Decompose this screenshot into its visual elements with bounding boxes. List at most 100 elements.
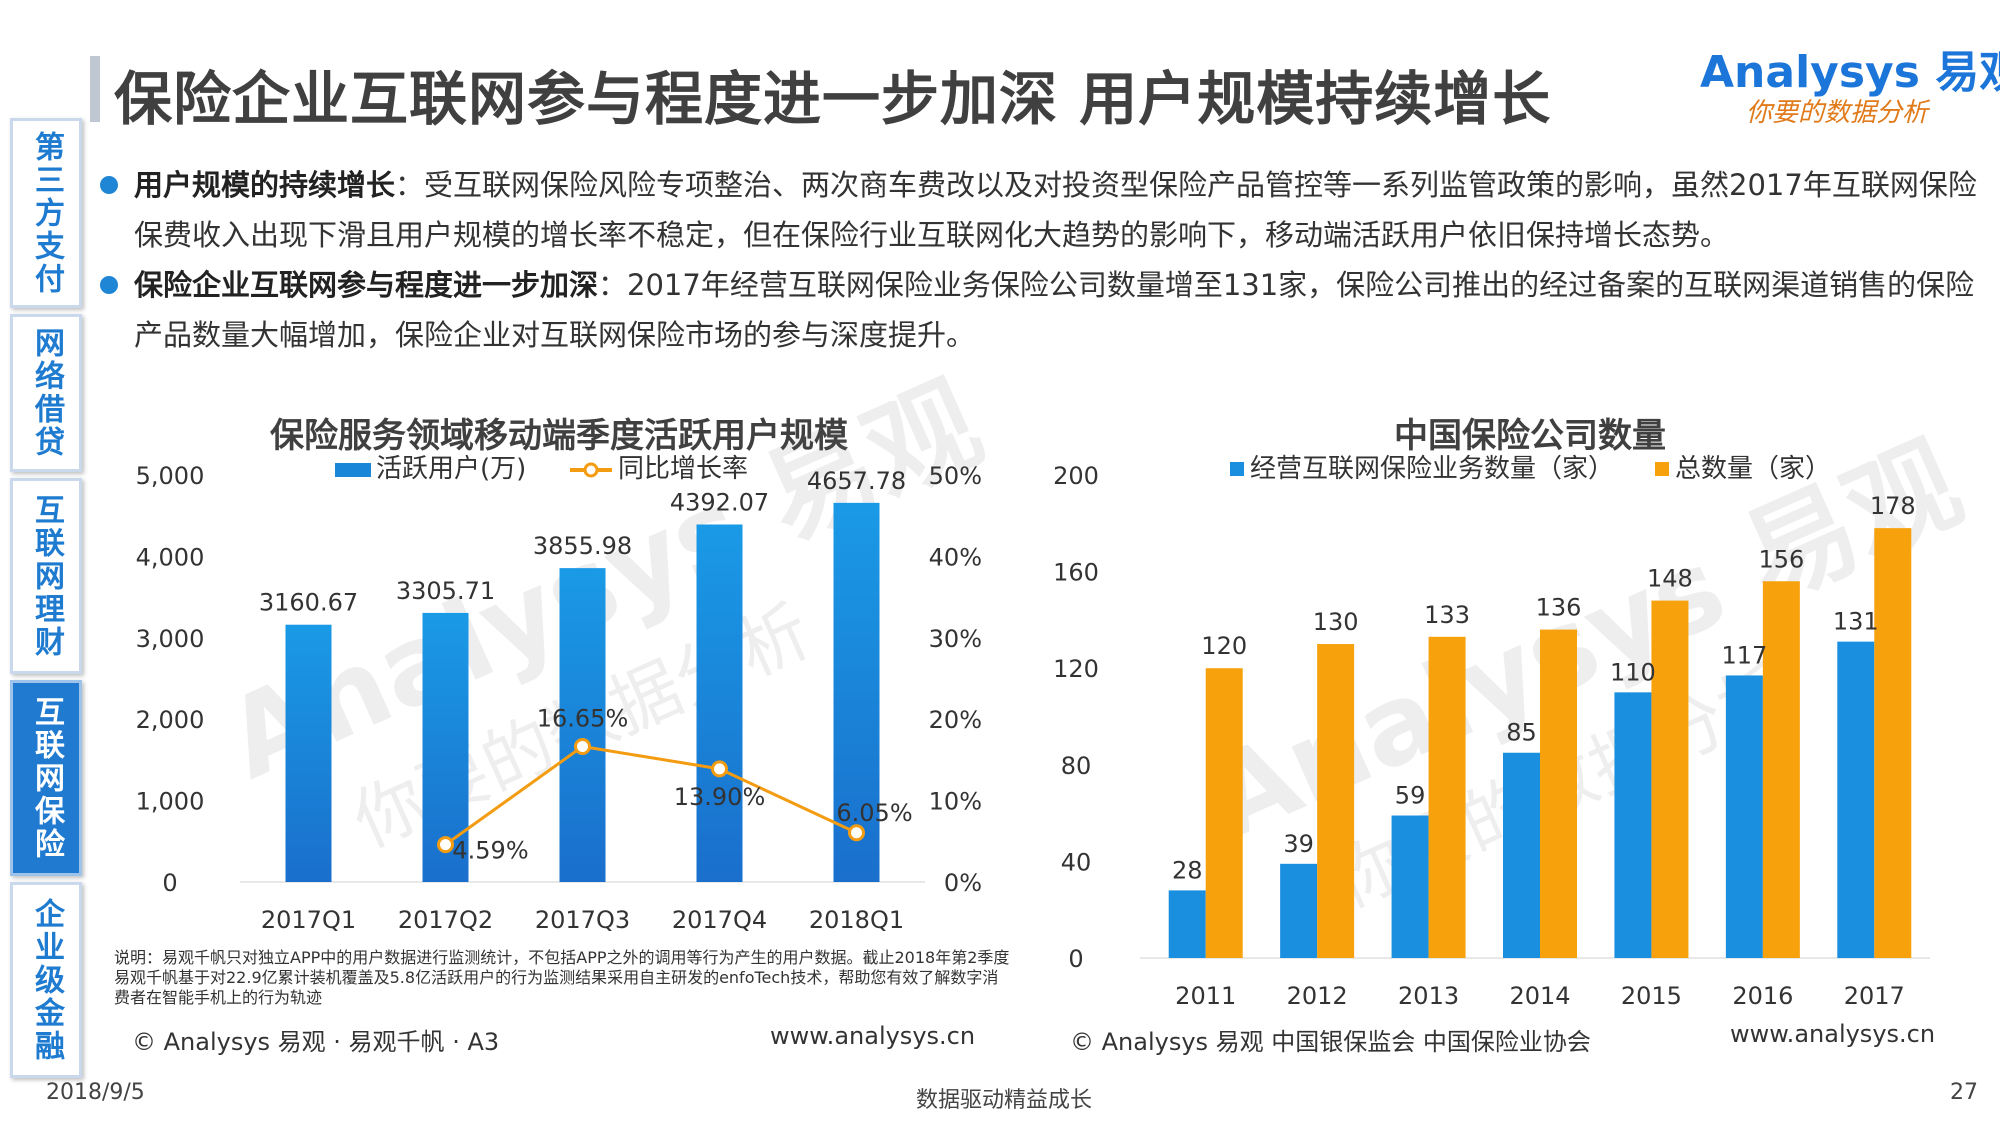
bullet-heading: 保险企业互联网参与程度进一步加深 xyxy=(134,268,599,302)
sidebar-item-third-party-payment[interactable]: 第三方支付 xyxy=(10,118,82,308)
bar-value-label: 130 xyxy=(1313,608,1359,636)
x-tick-label: 2016 xyxy=(1732,982,1793,1010)
left-chart-title: 保险服务领域移动端季度活跃用户规模 xyxy=(270,416,848,456)
analysys-logo: Analysys 易观 你要的数据分析 xyxy=(1700,36,2000,128)
bullet-text: ：2017年经营互联网保险业务保险公司数量增至131家，保险公司推出的经过备案的… xyxy=(134,268,1975,352)
bar-value-label: 59 xyxy=(1395,782,1426,810)
sidebar-item-label: 网络借贷 xyxy=(29,327,64,459)
bar-internet xyxy=(1503,752,1540,958)
legend-swatch-bars xyxy=(335,463,371,477)
x-tick-label: 2017Q3 xyxy=(535,906,630,934)
sidebar-item-label: 第三方支付 xyxy=(29,130,64,296)
bar-value-label: 178 xyxy=(1870,492,1916,520)
bar xyxy=(559,568,606,882)
y-tick-label: 40 xyxy=(1061,848,1092,876)
bar xyxy=(833,502,880,882)
x-tick-label: 2017Q2 xyxy=(398,906,493,934)
bullet-item: 用户规模的持续增长：受互联网保险风险专项整治、两次商车费改以及对投资型保险产品管… xyxy=(98,160,1978,260)
bar-total xyxy=(1540,629,1577,958)
bullet-dot-icon xyxy=(100,176,118,194)
growth-point xyxy=(711,760,728,778)
y2-tick-label: 50% xyxy=(929,462,982,490)
logo-tagline: 你要的数据分析 xyxy=(1746,98,1929,128)
footer-page-number: 27 xyxy=(1950,1080,1978,1105)
bar-total xyxy=(1874,528,1912,958)
right-chart-url[interactable]: www.analysys.cn xyxy=(1730,1020,1936,1048)
bar-value-label: 133 xyxy=(1424,601,1470,629)
x-tick-label: 2015 xyxy=(1621,982,1682,1010)
bar-total xyxy=(1651,600,1689,958)
bar-value-label: 3305.71 xyxy=(396,577,495,605)
legend-label-bars: 活跃用户(万) xyxy=(376,454,526,484)
growth-value-label: 6.05% xyxy=(836,799,912,827)
left-chart-source: © Analysys 易观 · 易观千帆 · A3 xyxy=(132,1028,500,1056)
y2-tick-label: 10% xyxy=(929,788,982,816)
bar-total xyxy=(1428,636,1466,958)
x-tick-label: 2013 xyxy=(1398,982,1459,1010)
right-chart-title: 中国保险公司数量 xyxy=(1394,416,1666,456)
bar-internet xyxy=(1837,641,1875,958)
y-tick-label: 160 xyxy=(1053,559,1099,587)
sidebar-item-label: 互联网理财 xyxy=(29,493,64,659)
bar-value-label: 28 xyxy=(1172,856,1203,884)
title-accent-bar xyxy=(90,56,100,122)
x-tick-label: 2014 xyxy=(1509,982,1570,1010)
bullet-dot-icon xyxy=(100,276,118,294)
bar xyxy=(696,524,743,882)
right-chart-source: © Analysys 易观 中国银保监会 中国保险业协会 xyxy=(1070,1028,1591,1056)
y-tick-label: 200 xyxy=(1053,462,1099,490)
left-chart-note: 说明：易观千帆只对独立APP中的用户数据进行监测统计，不包括APP之外的调用等行… xyxy=(114,948,1010,1007)
x-tick-label: 2017 xyxy=(1844,982,1905,1010)
bar-total xyxy=(1762,581,1800,958)
y-tick-label: 5,000 xyxy=(136,462,205,490)
bar-value-label: 117 xyxy=(1721,641,1767,669)
sidebar-item-label: 企业级金融 xyxy=(29,897,64,1063)
bar-value-label: 120 xyxy=(1201,632,1247,660)
x-tick-label: 2017Q1 xyxy=(261,906,356,934)
bar-value-label: 136 xyxy=(1536,594,1582,622)
sidebar-item-p2p-lending[interactable]: 网络借贷 xyxy=(10,314,82,472)
legend-label-total: 总数量（家） xyxy=(1675,454,1831,484)
bar-internet xyxy=(1280,863,1318,958)
bar xyxy=(285,624,332,882)
growth-value-label: 13.90% xyxy=(674,783,766,811)
y-tick-label: 120 xyxy=(1053,655,1099,683)
y2-tick-label: 40% xyxy=(929,543,982,571)
growth-point xyxy=(848,824,865,842)
x-tick-label: 2012 xyxy=(1287,982,1348,1010)
footer-date: 2018/9/5 xyxy=(46,1080,145,1105)
bullet-text: ：受互联网保险风险专项整治、两次商车费改以及对投资型保险产品管控等一系列监管政策… xyxy=(134,168,1977,252)
left-chart: 活跃用户(万) 同比增长率 0 1,000 2,000 3,000 4,000 5,000 0%… xyxy=(136,454,982,934)
legend-swatch-marker xyxy=(583,462,599,478)
page-title: 保险企业互联网参与程度进一步加深 用户规模持续增长 xyxy=(114,65,1552,133)
bar-internet xyxy=(1614,692,1652,958)
x-tick-label: 2017Q4 xyxy=(672,906,767,934)
y-tick-label: 3,000 xyxy=(136,625,205,653)
sidebar-item-internet-insurance[interactable]: 互联网保险 xyxy=(10,680,82,876)
y-tick-label: 0 xyxy=(1068,945,1083,973)
sidebar-item-internet-wealth[interactable]: 互联网理财 xyxy=(10,478,82,674)
x-tick-label: 2011 xyxy=(1175,982,1236,1010)
bar-value-label: 156 xyxy=(1758,545,1804,573)
growth-point xyxy=(574,737,591,755)
bar-total xyxy=(1317,644,1355,958)
bar-value-label: 131 xyxy=(1833,608,1879,636)
y2-tick-label: 0% xyxy=(944,869,982,897)
sidebar-item-enterprise-finance[interactable]: 企业级金融 xyxy=(10,882,82,1078)
growth-value-label: 4.59% xyxy=(452,837,528,865)
right-chart: 经营互联网保险业务数量（家） 总数量（家） 0 40 80 120 160 200 28 120 2… xyxy=(1053,454,1930,1010)
y-tick-label: 0 xyxy=(162,869,177,897)
bar-internet xyxy=(1725,675,1763,958)
bar-internet xyxy=(1391,815,1429,958)
bar-value-label: 39 xyxy=(1283,830,1314,858)
bar-value-label: 148 xyxy=(1647,565,1693,593)
left-chart-url[interactable]: www.analysys.cn xyxy=(770,1022,976,1050)
bullet-item: 保险企业互联网参与程度进一步加深：2017年经营互联网保险业务保险公司数量增至1… xyxy=(98,260,1978,360)
y-tick-label: 80 xyxy=(1061,752,1092,780)
growth-point xyxy=(437,836,454,854)
legend-swatch-total xyxy=(1655,462,1669,476)
bar-internet xyxy=(1168,890,1206,958)
bullet-heading: 用户规模的持续增长 xyxy=(134,168,396,202)
legend-label-line: 同比增长率 xyxy=(618,454,748,484)
bullet-list: 用户规模的持续增长：受互联网保险风险专项整治、两次商车费改以及对投资型保险产品管… xyxy=(98,160,1978,360)
